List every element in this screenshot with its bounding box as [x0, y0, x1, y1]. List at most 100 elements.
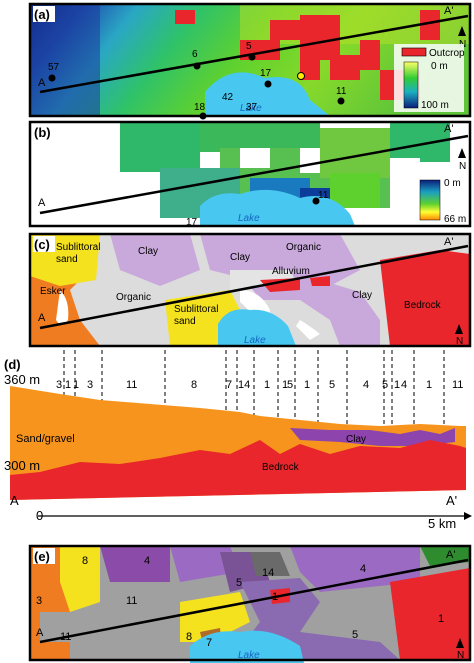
svg-text:4: 4: [363, 379, 369, 391]
north-label: N: [459, 161, 466, 172]
lake-label: Lake: [238, 650, 260, 661]
svg-text:sand: sand: [56, 254, 78, 265]
svg-text:7: 7: [206, 637, 212, 649]
svg-text:Outcrop: Outcrop: [429, 48, 465, 59]
svg-text:37: 37: [246, 102, 258, 113]
svg-text:Clay: Clay: [138, 246, 158, 257]
svg-text:17: 17: [186, 217, 198, 228]
svg-text:4: 4: [360, 563, 366, 575]
svg-text:0 m: 0 m: [444, 178, 461, 189]
north-arrow-icon: [455, 324, 463, 334]
geology-labels: Sublittoral sand Clay Clay Organic Alluv…: [40, 242, 442, 327]
svg-text:4: 4: [144, 555, 150, 567]
svg-text:1: 1: [304, 379, 310, 391]
svg-text:14: 14: [262, 567, 274, 579]
bedrock-layer: [10, 440, 466, 500]
svg-text:8: 8: [191, 379, 197, 391]
sample-point: [312, 197, 320, 205]
svg-text:1: 1: [426, 379, 432, 391]
svg-text:3: 3: [56, 379, 62, 391]
svg-text:14: 14: [238, 379, 250, 391]
arrow-right-icon: [464, 512, 472, 520]
lake-label: Lake: [240, 103, 262, 114]
panel-b-map: Lake 11 17 A A' N 0 m 66 m (b): [28, 120, 472, 228]
svg-text:18: 18: [194, 102, 206, 113]
svg-text:11: 11: [126, 379, 137, 391]
svg-text:Clay: Clay: [230, 252, 250, 263]
unit-boundaries: [63, 350, 445, 430]
svg-text:42: 42: [222, 92, 234, 103]
section-line: [39, 244, 469, 330]
svg-text:11: 11: [336, 86, 347, 97]
svg-text:11: 11: [126, 595, 137, 607]
sample-points: 57 6 5 17 11 18 42 37: [48, 41, 347, 120]
lake-label: Lake: [238, 213, 260, 224]
north-arrow-icon: [458, 148, 466, 158]
section-line: [39, 14, 469, 94]
svg-text:Esker: Esker: [40, 286, 66, 297]
svg-text:5: 5: [236, 577, 242, 589]
lake-area: [218, 309, 296, 346]
svg-text:4: 4: [401, 379, 407, 391]
svg-text:1: 1: [73, 379, 79, 391]
panel-d-tag: (d): [4, 357, 21, 372]
north-arrow-icon: [458, 26, 466, 36]
panel-d: 3 1 1 3 11 8 7 14 1 1 5 1 5 4 5 1 4 1 11…: [0, 350, 474, 530]
svg-text:Bedrock: Bedrock: [404, 300, 442, 311]
svg-text:66 m: 66 m: [444, 214, 466, 225]
lake-area: [205, 72, 330, 116]
panel-e-map: Lake 8 4 3 11 5 14 4 1 11 8 7 5 1 A A' N…: [28, 544, 472, 663]
svg-text:sand: sand: [174, 316, 196, 327]
svg-text:5: 5: [287, 379, 293, 391]
legend: Outcrop 0 m 100 m: [394, 44, 465, 112]
clay-label: Clay: [346, 434, 366, 445]
y-top-label: 360 m: [4, 372, 40, 387]
svg-text:Sublittoral: Sublittoral: [174, 304, 218, 315]
clay-layer: [290, 428, 455, 446]
panel-a: Lake 57 6 5 17 11 18 42 37 A A' N Outcro…: [0, 0, 474, 120]
svg-text:6: 6: [192, 49, 198, 60]
svg-text:8: 8: [186, 631, 192, 643]
panel-c: Lake Sublittoral sand Clay Clay Organic …: [0, 230, 474, 350]
svg-text:11: 11: [318, 190, 329, 201]
lake-area: [190, 630, 304, 663]
line-end-label: A': [444, 236, 453, 248]
line-start-label: A: [38, 312, 46, 324]
line-end-label: A': [446, 493, 457, 508]
panel-d-section: 3 1 1 3 11 8 7 14 1 1 5 1 5 4 5 1 4 1 11…: [2, 350, 472, 530]
unit-numbers: 3 1 1 3 11 8 7 14 1 1 5 1 5 4 5 1 4 1 11: [56, 379, 463, 391]
svg-text:5: 5: [329, 379, 335, 391]
svg-text:7: 7: [226, 379, 232, 391]
panel-c-map: Lake Sublittoral sand Clay Clay Organic …: [28, 232, 472, 348]
svg-text:57: 57: [48, 62, 60, 73]
panel-c-tag: (c): [34, 237, 50, 252]
x-end-label: 5 km: [428, 516, 456, 530]
svg-text:0 m: 0 m: [431, 61, 448, 72]
svg-text:5: 5: [382, 379, 388, 391]
panel-a-tag: (a): [34, 7, 50, 22]
line-end-label: A': [444, 5, 453, 17]
svg-text:Sublittoral: Sublittoral: [56, 242, 100, 253]
svg-text:100 m: 100 m: [421, 100, 449, 111]
svg-text:8: 8: [82, 555, 88, 567]
lake-label: Lake: [244, 335, 266, 346]
panel-b: Lake 11 17 A A' N 0 m 66 m (b): [0, 118, 474, 230]
svg-text:1: 1: [282, 379, 288, 391]
svg-text:5: 5: [352, 629, 358, 641]
svg-text:1: 1: [438, 613, 444, 625]
north-label: N: [456, 336, 463, 347]
x-start-label: 0: [36, 508, 43, 523]
svg-text:3: 3: [36, 595, 42, 607]
panel-a-map: Lake 57 6 5 17 11 18 42 37 A A' N Outcro…: [28, 2, 472, 120]
section-line: [39, 134, 469, 215]
svg-text:11: 11: [452, 379, 463, 391]
north-label: N: [457, 650, 464, 661]
svg-text:Organic: Organic: [116, 292, 151, 303]
svg-text:1: 1: [264, 379, 270, 391]
svg-text:3: 3: [87, 379, 93, 391]
line-start-label: A: [10, 493, 19, 508]
panel-b-tag: (b): [34, 125, 51, 140]
line-end-label: A': [446, 549, 455, 561]
line-start-label: A: [38, 77, 46, 89]
geology-areas: [30, 234, 470, 346]
